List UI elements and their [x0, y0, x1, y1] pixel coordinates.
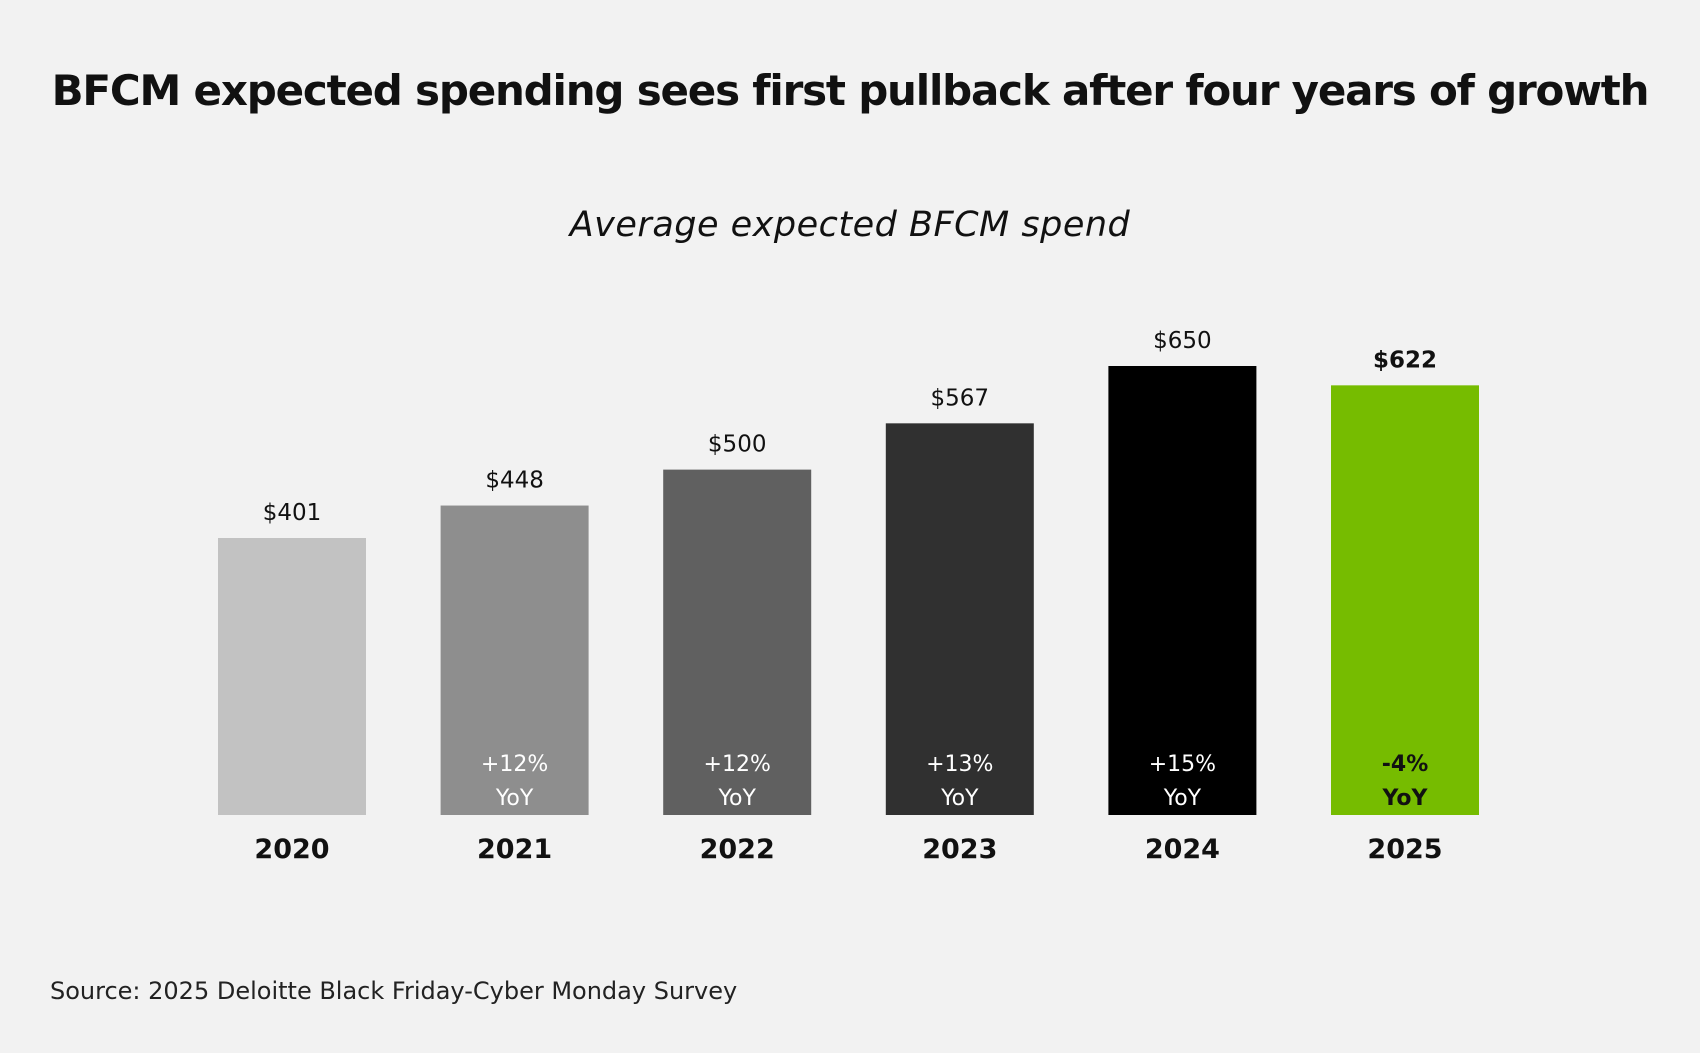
- value-label-2020: $401: [263, 500, 322, 526]
- x-tick-label-2021: 2021: [477, 834, 552, 865]
- x-tick-label-2024: 2024: [1145, 834, 1220, 865]
- x-tick-label-2020: 2020: [254, 834, 329, 865]
- value-label-2021: $448: [485, 468, 544, 494]
- bar-2025: [1331, 385, 1479, 815]
- yoy-suffix-label-2023: YoY: [940, 786, 979, 811]
- value-label-2024: $650: [1153, 328, 1212, 354]
- chart-title: BFCM expected spending sees first pullba…: [51, 66, 1650, 115]
- value-label-2025: $622: [1373, 347, 1437, 373]
- chart-subtitle: Average expected BFCM spend: [569, 205, 1131, 245]
- yoy-change-label-2023: +13%: [926, 752, 993, 777]
- source-note: Source: 2025 Deloitte Black Friday-Cyber…: [50, 977, 738, 1005]
- x-tick-label-2023: 2023: [922, 834, 997, 865]
- bar-2021: [440, 505, 589, 815]
- yoy-change-label-2024: +15%: [1149, 752, 1216, 777]
- bar-2022: [663, 469, 812, 815]
- bar-2020: [218, 538, 366, 815]
- bar-2023: [885, 423, 1034, 815]
- yoy-suffix-label-2022: YoY: [717, 786, 756, 811]
- yoy-suffix-label-2021: YoY: [495, 786, 534, 811]
- value-label-2022: $500: [708, 432, 767, 458]
- yoy-change-label-2021: +12%: [481, 752, 548, 777]
- yoy-suffix-label-2025: YoY: [1382, 786, 1429, 811]
- value-label-2023: $567: [931, 385, 990, 411]
- yoy-change-label-2025: -4%: [1382, 752, 1428, 777]
- bar-2024: [1108, 366, 1257, 815]
- yoy-suffix-label-2024: YoY: [1163, 786, 1202, 811]
- x-tick-label-2025: 2025: [1367, 834, 1442, 865]
- yoy-change-label-2022: +12%: [704, 752, 771, 777]
- x-tick-label-2022: 2022: [700, 834, 775, 865]
